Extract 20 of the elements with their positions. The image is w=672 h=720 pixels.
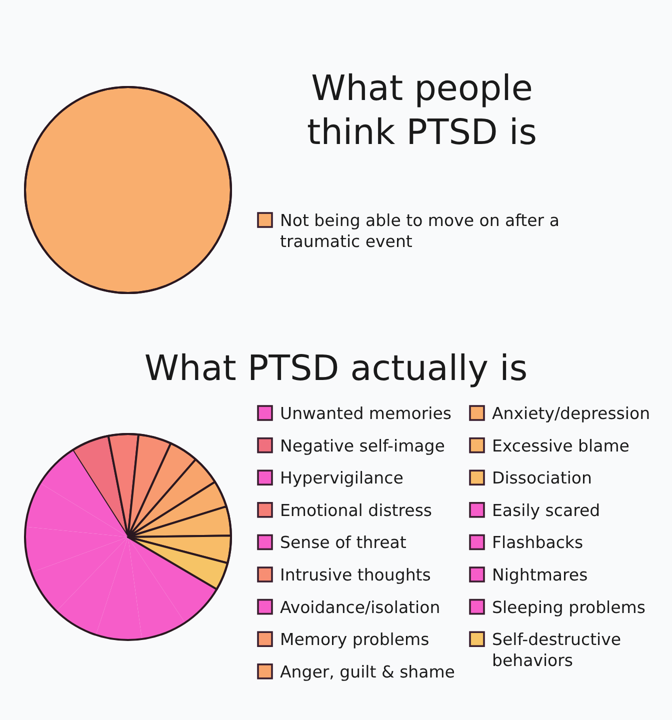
- legend-label: Avoidance/isolation: [280, 598, 440, 617]
- legend-label: Easily scared: [492, 500, 600, 520]
- legend-label: Not being able to move on after a traumatic event: [280, 211, 560, 251]
- legend-label: Nightmares: [492, 566, 588, 584]
- legend-label: Flashbacks: [492, 533, 584, 552]
- legend-label: Anxiety/depression: [492, 404, 650, 423]
- legend-label: Sense of threat: [280, 533, 407, 552]
- legend-label: Hypervigilance: [280, 468, 404, 488]
- legend-label: Excessive blame: [492, 436, 630, 456]
- chart-title: What people think PTSD is: [307, 69, 537, 153]
- legend-label: Memory problems: [280, 630, 430, 650]
- legend-label: Negative self-image: [280, 436, 445, 456]
- chart-title: What PTSD actually is: [144, 349, 528, 389]
- legend-label: Dissociation: [492, 468, 592, 488]
- legend-label: Unwanted memories: [280, 404, 452, 423]
- legend-label: Emotional distress: [280, 500, 432, 520]
- legend-label: Anger, guilt & shame: [280, 662, 455, 682]
- legend-label: Self-destructive behaviors: [492, 630, 622, 670]
- legend-label: Sleeping problems: [492, 598, 646, 617]
- legend-label: Intrusive thoughts: [280, 566, 431, 584]
